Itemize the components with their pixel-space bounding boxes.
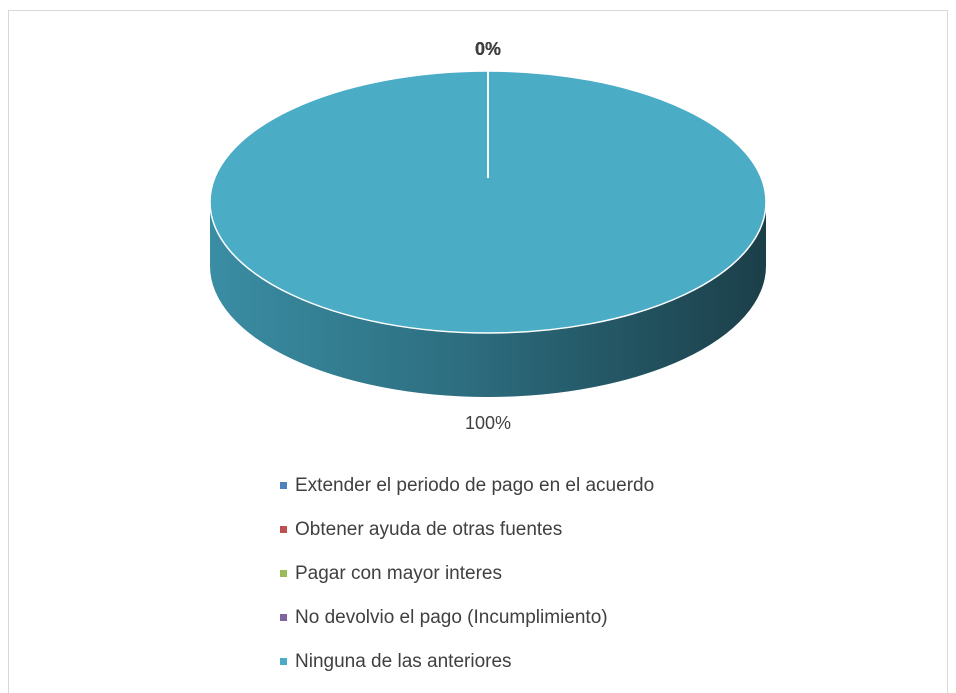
data-label: 100% [465, 413, 511, 433]
legend-label: Pagar con mayor interes [295, 563, 502, 584]
legend-label: Obtener ayuda de otras fuentes [295, 519, 562, 540]
legend-label: Extender el periodo de pago en el acuerd… [295, 475, 654, 496]
data-label: 0% [475, 39, 501, 59]
legend-swatch [280, 526, 287, 533]
legend-swatch [280, 614, 287, 621]
data-label: 0% [475, 39, 501, 59]
pie-side [210, 202, 766, 397]
legend-label: Ninguna de las anteriores [295, 651, 512, 672]
data-label: 0% [475, 39, 501, 59]
legend-swatch [280, 482, 287, 489]
legend-swatch [280, 658, 287, 665]
legend-label: No devolvio el pago (Incumplimiento) [295, 607, 608, 628]
data-label: 0% [475, 39, 501, 59]
legend-swatch [280, 570, 287, 577]
